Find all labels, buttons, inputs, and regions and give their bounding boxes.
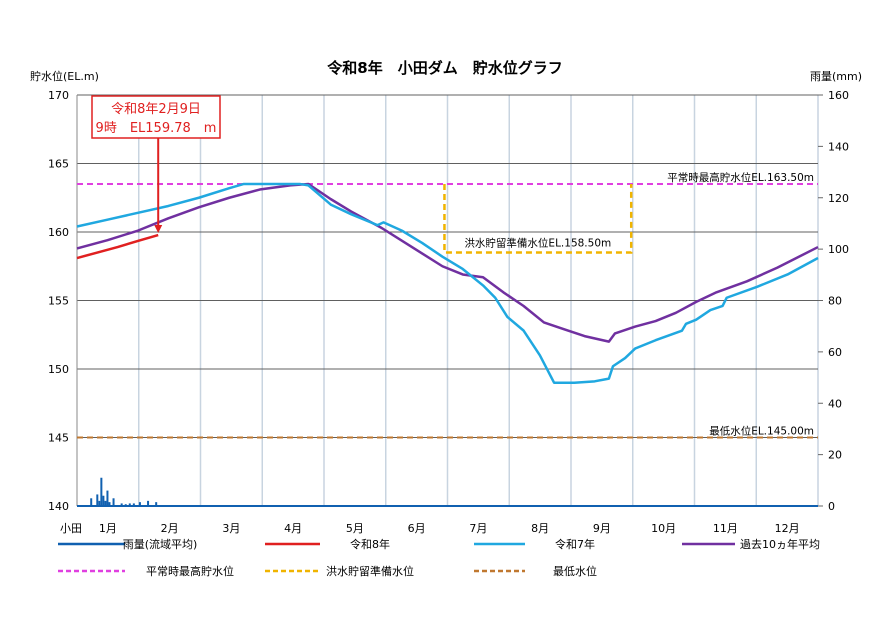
legend-label: 平常時最高貯水位 — [146, 564, 234, 578]
rain-bar — [98, 500, 101, 506]
rain-bar — [96, 494, 99, 506]
rain-bar — [120, 503, 123, 506]
rain-bar — [100, 477, 103, 506]
y2-tick-label: 80 — [828, 295, 842, 308]
legend-label: 令和7年 — [555, 537, 595, 551]
month-tick-label: 9月 — [593, 522, 611, 535]
month-tick-label: 6月 — [408, 522, 426, 535]
series-line-1 — [76, 182, 819, 384]
month-tick-label: 12月 — [775, 522, 800, 535]
legend-label: 洪水貯留準備水位 — [326, 564, 414, 578]
rain-bar — [102, 495, 105, 506]
y-tick-label: 160 — [48, 226, 69, 239]
series-line-2 — [76, 182, 819, 343]
month-tick-label: 11月 — [713, 522, 738, 535]
y2-tick-label: 20 — [828, 449, 842, 462]
month-tick-label: 3月 — [222, 522, 240, 535]
annotation-date: 令和8年2月9日 — [111, 102, 201, 117]
y2-tick-label: 120 — [828, 192, 849, 205]
month-tick-label: 4月 — [284, 522, 302, 535]
rain-bar — [108, 502, 111, 506]
series-line-0 — [76, 233, 159, 260]
legend-label: 最低水位 — [553, 564, 597, 578]
month-tick-label: 8月 — [531, 522, 549, 535]
y-tick-label: 170 — [48, 89, 69, 102]
y-tick-label: 150 — [48, 363, 69, 376]
month-tick-label: 5月 — [346, 522, 364, 535]
y-tick-label: 140 — [48, 500, 69, 513]
annotation-box — [91, 95, 221, 139]
reference-line-label: 平常時最高貯水位EL.163.50m — [667, 171, 814, 184]
chart-title: 令和8年 小田ダム 貯水位グラフ — [327, 59, 562, 77]
flood-reserve-label: 洪水貯留準備水位EL.158.50m — [464, 237, 611, 250]
rain-bar — [112, 498, 115, 506]
month-tick-label: 1月 — [99, 522, 117, 535]
reference-line-label: 最低水位EL.145.00m — [709, 425, 814, 438]
rain-bar — [90, 498, 93, 506]
y2-tick-label: 60 — [828, 346, 842, 359]
legend-label: 雨量(流域平均) — [123, 537, 198, 551]
flood-reserve-line — [443, 184, 633, 254]
y-axis-label: 貯水位(EL.m) — [30, 69, 99, 83]
legend-label: 令和8年 — [350, 537, 390, 551]
y-tick-label: 165 — [48, 158, 69, 171]
rain-bar — [147, 500, 150, 506]
legend-label: 過去10ヵ年平均 — [740, 537, 820, 551]
rain-bar — [138, 502, 141, 506]
annotation-arrow-head — [154, 225, 163, 234]
y2-tick-label: 160 — [828, 89, 849, 102]
y2-tick-label: 0 — [828, 500, 835, 513]
rain-bar — [128, 503, 131, 506]
y2-tick-label: 100 — [828, 243, 849, 256]
y2-tick-label: 40 — [828, 397, 842, 410]
y2-tick-label: 140 — [828, 140, 849, 153]
rain-bar — [106, 490, 109, 506]
rain-bar — [155, 502, 158, 506]
annotation-value: 9時 EL159.78 m — [96, 121, 217, 136]
x-axis-prefix: 小田 — [60, 522, 82, 535]
y-tick-label: 155 — [48, 295, 69, 308]
y-tick-label: 145 — [48, 432, 69, 445]
rain-bar — [104, 500, 107, 506]
y2-axis-label: 雨量(mm) — [810, 70, 862, 83]
month-tick-label: 7月 — [469, 522, 487, 535]
month-tick-label: 10月 — [651, 522, 676, 535]
rain-bar — [132, 503, 135, 506]
month-tick-label: 2月 — [161, 522, 179, 535]
